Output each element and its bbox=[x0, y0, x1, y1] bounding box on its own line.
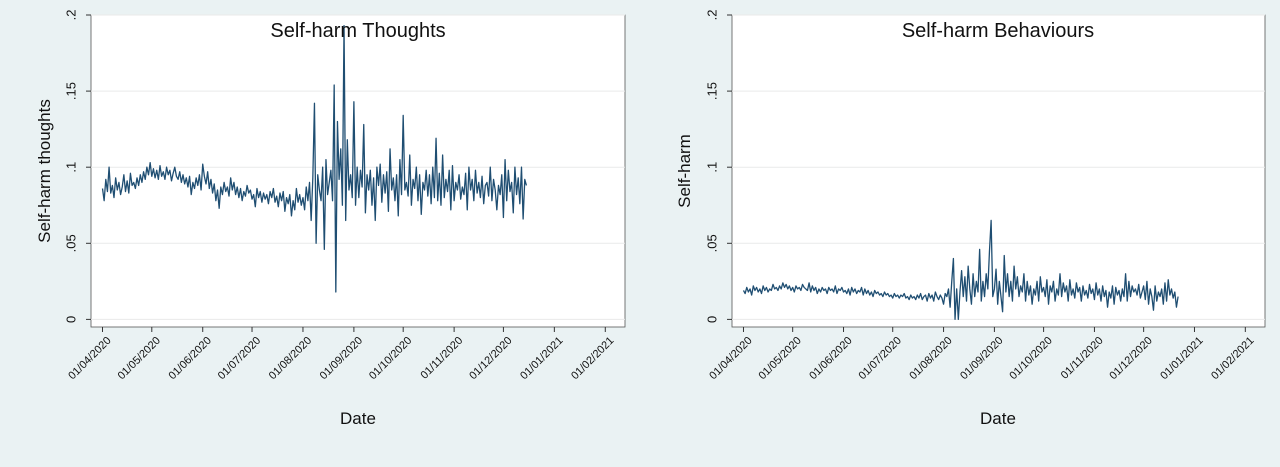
x-tick-label: 01/02/2021 bbox=[1209, 335, 1256, 382]
x-tick-label: 01/02/2021 bbox=[569, 335, 616, 382]
y-axis-title: Self-harm bbox=[675, 134, 694, 208]
x-tick-label: 01/11/2020 bbox=[418, 335, 465, 382]
x-tick-label: 01/06/2020 bbox=[807, 335, 854, 382]
y-tick-label: .05 bbox=[64, 234, 79, 252]
y-tick-label: 0 bbox=[64, 316, 79, 323]
x-tick-label: 01/01/2021 bbox=[518, 335, 565, 382]
y-tick-label: 0 bbox=[705, 316, 720, 323]
y-tick-label: .2 bbox=[705, 10, 720, 21]
y-tick-label: .2 bbox=[64, 10, 79, 21]
y-tick-label: .15 bbox=[705, 82, 720, 100]
x-tick-label: 01/09/2020 bbox=[958, 335, 1005, 382]
plot-area bbox=[731, 14, 1266, 328]
x-tick-label: 01/07/2020 bbox=[857, 335, 904, 382]
y-tick-label: .1 bbox=[705, 162, 720, 173]
x-tick-label: 01/04/2020 bbox=[707, 335, 754, 382]
series-line-1 bbox=[101, 24, 528, 293]
y-tick-label: .15 bbox=[64, 82, 79, 100]
x-tick-label: 01/05/2020 bbox=[756, 335, 803, 382]
chart-title: Self-harm Behaviours bbox=[902, 20, 1094, 42]
x-tick-label: 01/10/2020 bbox=[367, 335, 414, 382]
y-axis-title: Self-harm thoughts bbox=[35, 99, 54, 243]
x-tick-label: 01/09/2020 bbox=[318, 335, 365, 382]
chart-panel-1: 0 .05 .1 .15 .2 01/04/2020 01/05/2020 01/06/202… bbox=[35, 10, 626, 428]
x-tick-label: 01/06/2020 bbox=[167, 335, 214, 382]
x-tick-label: 01/08/2020 bbox=[267, 335, 314, 382]
chart-panel-2: 0 .05 .1 .15 .2 01/04/2020 01/05/2020 01/06/202… bbox=[675, 10, 1266, 428]
x-tick-label: 01/08/2020 bbox=[907, 335, 954, 382]
chart-title: Self-harm Thoughts bbox=[270, 20, 445, 42]
series-line-1 bbox=[742, 219, 1179, 321]
x-tick-label: 01/01/2021 bbox=[1158, 335, 1205, 382]
x-tick-label: 01/05/2020 bbox=[116, 335, 163, 382]
x-tick-label: 01/07/2020 bbox=[216, 335, 263, 382]
x-axis-title: Date bbox=[340, 409, 376, 428]
x-tick-label: 01/04/2020 bbox=[66, 335, 113, 382]
y-tick-label: .1 bbox=[64, 162, 79, 173]
x-tick-label: 01/11/2020 bbox=[1059, 335, 1106, 382]
y-tick-label: .05 bbox=[705, 234, 720, 252]
x-tick-label: 01/10/2020 bbox=[1007, 335, 1054, 382]
x-tick-label: 01/12/2020 bbox=[1107, 335, 1154, 382]
x-tick-label: 01/12/2020 bbox=[467, 335, 514, 382]
x-axis-title: Date bbox=[980, 409, 1016, 428]
